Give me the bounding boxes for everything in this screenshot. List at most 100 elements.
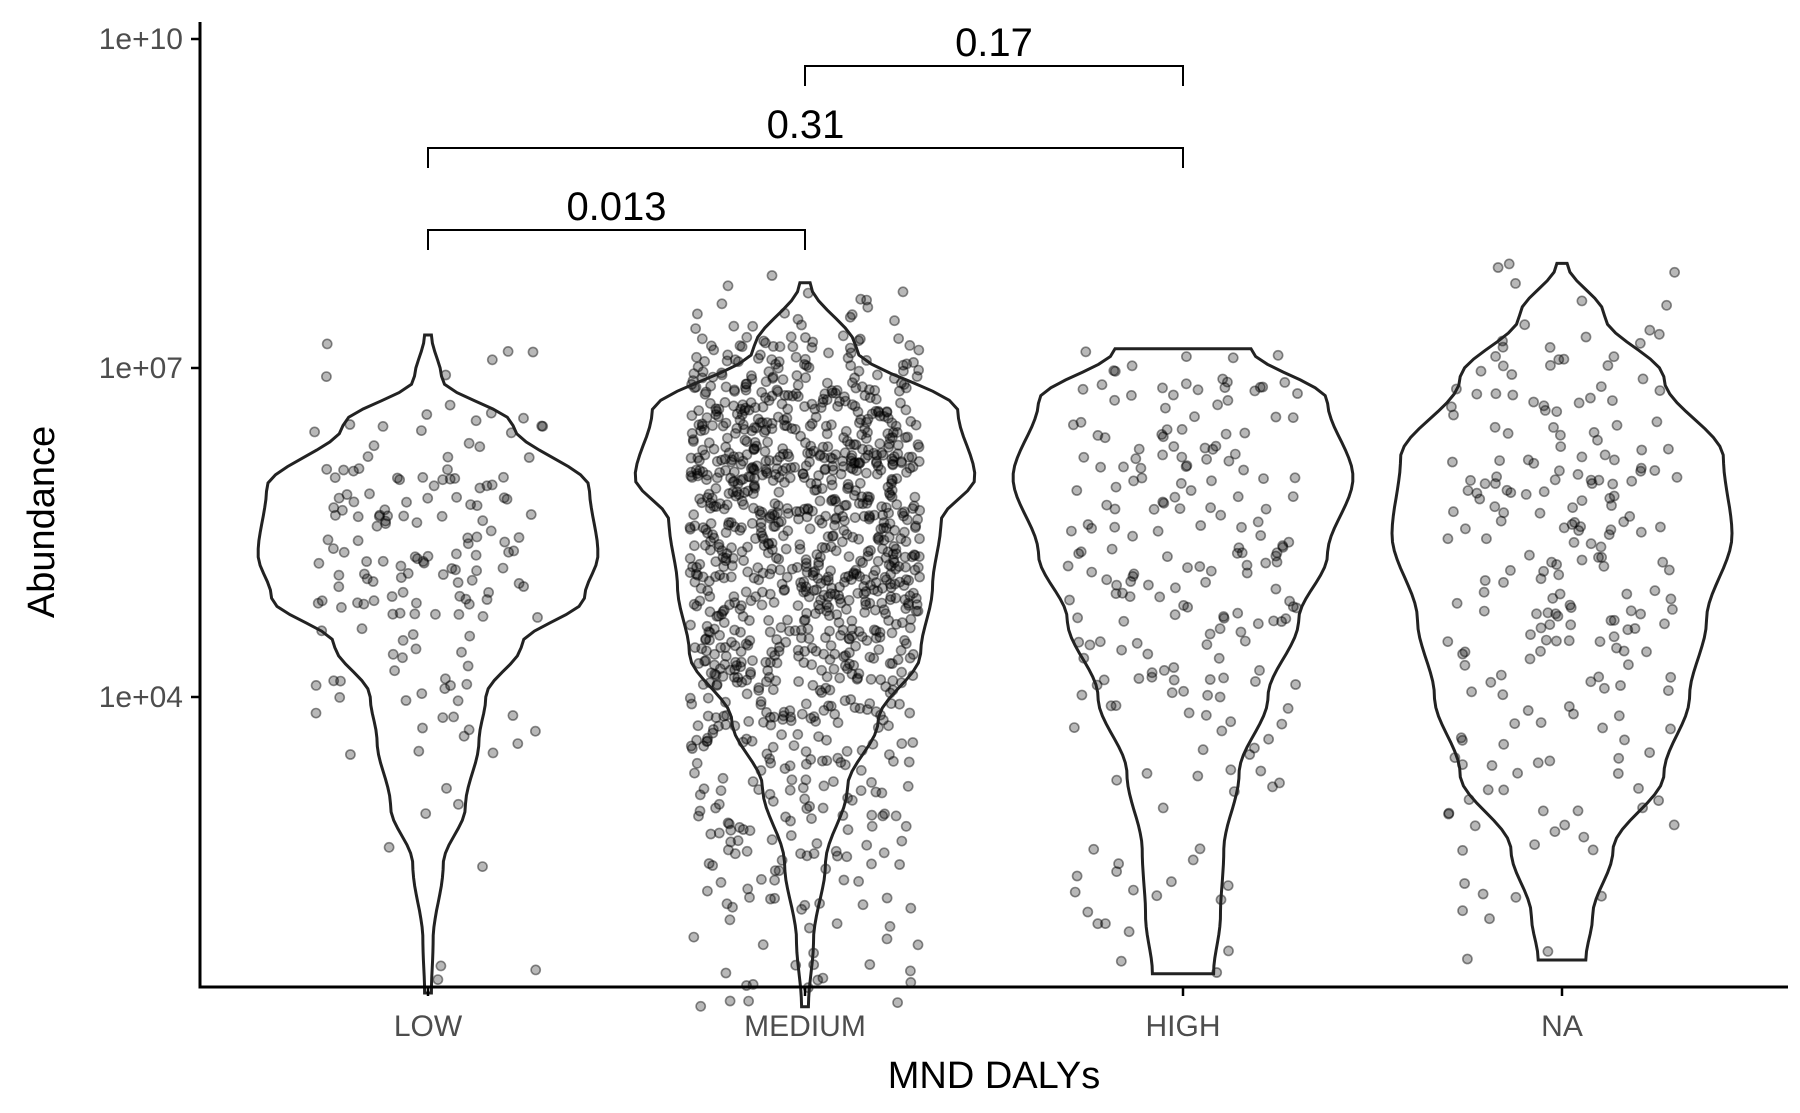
data-point xyxy=(785,815,796,827)
data-point xyxy=(702,469,713,481)
data-point xyxy=(734,414,746,426)
data-point xyxy=(1477,888,1489,900)
data-point xyxy=(774,451,786,463)
data-point xyxy=(1498,577,1509,588)
data-point xyxy=(795,848,806,859)
data-point xyxy=(745,666,756,678)
data-point xyxy=(900,561,911,573)
data-point xyxy=(729,664,741,675)
data-point xyxy=(862,426,873,438)
data-point xyxy=(1495,515,1507,527)
data-point xyxy=(704,502,716,514)
data-point xyxy=(821,734,832,746)
data-point xyxy=(1101,574,1113,586)
data-point xyxy=(824,625,835,637)
data-point xyxy=(818,452,830,464)
data-point xyxy=(820,510,832,522)
data-point xyxy=(729,597,741,609)
data-point xyxy=(903,756,915,768)
data-point xyxy=(1545,359,1556,371)
data-point xyxy=(1175,477,1187,489)
data-point xyxy=(1667,604,1678,615)
data-point xyxy=(830,545,842,557)
data-point xyxy=(737,473,749,485)
data-point xyxy=(900,404,912,416)
data-point xyxy=(889,524,900,536)
data-point xyxy=(441,782,452,794)
data-point xyxy=(313,557,325,569)
data-point xyxy=(691,757,703,769)
data-point xyxy=(740,586,752,598)
data-point xyxy=(877,449,889,461)
data-point xyxy=(1597,722,1608,734)
data-point xyxy=(417,471,429,483)
data-point xyxy=(710,409,722,420)
data-point xyxy=(1282,703,1294,714)
data-point xyxy=(766,537,778,549)
data-point xyxy=(780,811,791,823)
data-point xyxy=(409,608,421,620)
data-point xyxy=(879,808,890,820)
data-point xyxy=(383,841,395,853)
data-point xyxy=(753,505,765,517)
data-point xyxy=(889,557,900,569)
data-point xyxy=(707,860,718,871)
data-point xyxy=(793,676,804,687)
data-point xyxy=(772,507,783,519)
data-point xyxy=(908,587,919,599)
data-point xyxy=(877,543,888,555)
data-point xyxy=(1222,394,1234,406)
data-point xyxy=(821,671,833,683)
data-point xyxy=(1113,858,1124,870)
data-point xyxy=(748,444,760,456)
data-point xyxy=(1066,525,1077,537)
data-point xyxy=(870,577,882,588)
data-point xyxy=(1168,674,1180,686)
data-point xyxy=(883,615,894,626)
data-point xyxy=(327,543,339,554)
data-point xyxy=(1580,331,1592,343)
data-point xyxy=(1267,781,1278,793)
data-point xyxy=(839,695,851,707)
data-point xyxy=(1136,472,1148,484)
data-point xyxy=(853,365,865,377)
data-point xyxy=(864,959,876,970)
data-point xyxy=(844,633,855,645)
data-point xyxy=(728,451,740,463)
data-point xyxy=(741,378,752,390)
data-point xyxy=(798,472,810,483)
data-point xyxy=(849,457,861,469)
data-point xyxy=(884,518,896,529)
data-point xyxy=(1663,564,1675,576)
data-point xyxy=(695,583,707,594)
data-point xyxy=(1465,474,1476,486)
data-point xyxy=(1180,378,1192,390)
data-point xyxy=(755,522,767,533)
data-point xyxy=(1151,890,1163,902)
data-point xyxy=(911,599,923,610)
data-point xyxy=(432,974,444,985)
data-point xyxy=(860,574,871,586)
data-point xyxy=(1585,676,1597,688)
data-point xyxy=(690,568,702,580)
data-point xyxy=(773,356,785,368)
data-point xyxy=(846,455,857,467)
data-point xyxy=(896,456,907,467)
data-point xyxy=(789,625,801,637)
data-point xyxy=(761,676,772,688)
data-point xyxy=(744,615,755,626)
data-point xyxy=(748,463,759,475)
data-point xyxy=(741,688,753,700)
data-point xyxy=(820,632,831,643)
data-point xyxy=(766,390,778,402)
data-point xyxy=(452,798,464,810)
data-point xyxy=(800,372,811,384)
data-point xyxy=(719,642,731,653)
data-point xyxy=(892,997,903,1008)
data-point xyxy=(847,377,858,389)
data-point xyxy=(730,656,741,668)
data-point xyxy=(1127,571,1139,582)
data-point xyxy=(796,319,807,331)
data-point xyxy=(826,419,837,431)
